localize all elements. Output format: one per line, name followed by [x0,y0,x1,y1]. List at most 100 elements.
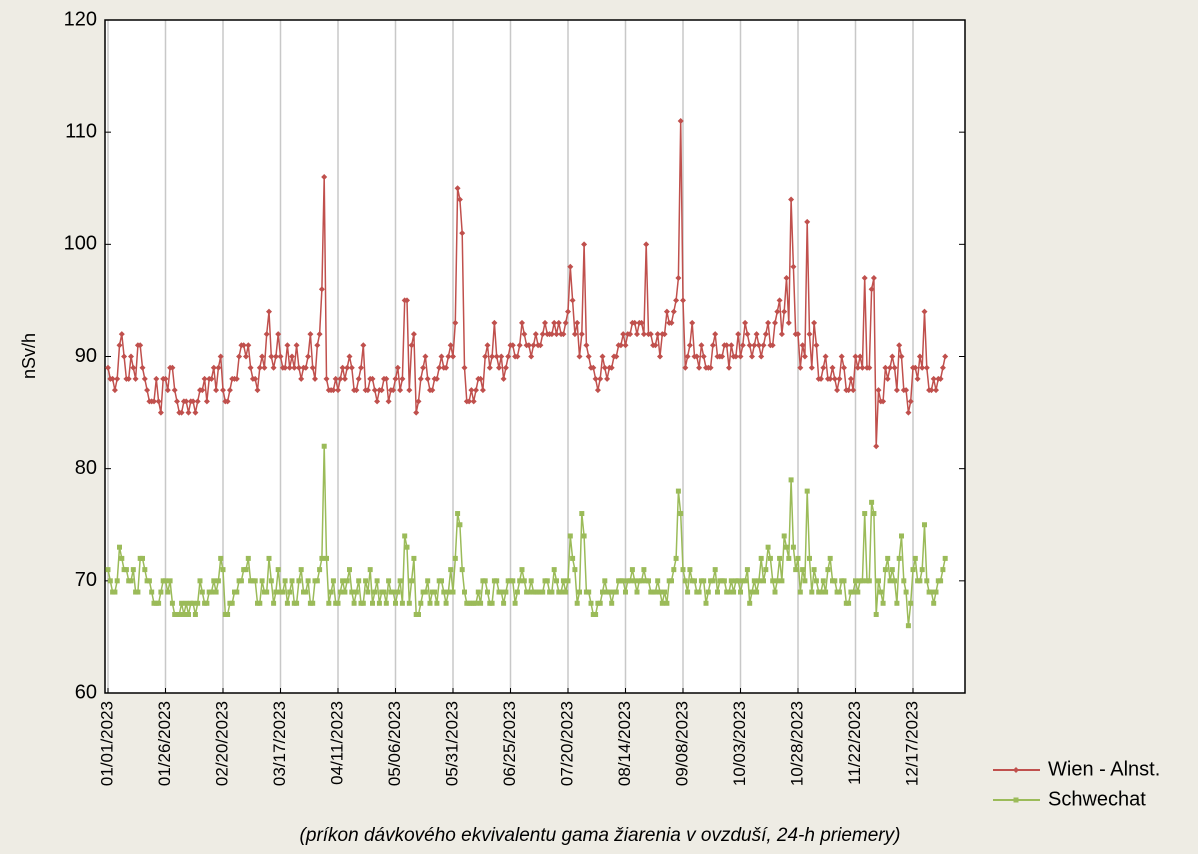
marker [784,544,789,550]
marker [337,589,343,595]
marker [406,387,413,394]
marker [383,600,389,606]
marker [360,600,366,606]
marker [289,353,295,360]
marker [266,308,272,315]
marker [413,409,420,416]
marker [266,555,272,561]
marker [226,387,233,394]
marker [802,578,808,584]
marker [399,600,405,606]
marker [298,375,305,382]
marker [215,578,221,584]
marker [275,567,281,573]
marker [663,308,670,315]
marker [811,567,817,573]
marker [356,578,362,584]
marker [259,578,265,584]
marker [295,364,302,371]
marker [845,387,852,394]
marker [225,611,231,617]
marker [942,353,949,360]
marker [671,567,677,573]
marker [185,409,192,416]
marker [332,375,339,382]
marker [310,600,316,606]
marker [369,375,376,382]
marker [705,589,711,595]
marker [577,589,582,595]
marker [662,589,668,595]
marker [233,375,240,382]
x-tick-label: 10/03/2023 [730,701,749,786]
marker [383,375,390,382]
marker [448,567,454,573]
marker [709,342,716,349]
marker [179,600,185,606]
marker [781,308,788,315]
marker [340,578,346,584]
marker [445,589,451,595]
marker [199,589,205,595]
marker [553,331,560,338]
marker [765,319,772,326]
marker [859,578,865,584]
marker [885,555,891,561]
marker [475,589,481,595]
marker [427,600,433,606]
marker [192,611,198,617]
marker [443,364,450,371]
marker [928,589,934,595]
marker [516,342,523,349]
marker [273,589,279,595]
marker [868,286,875,293]
marker [324,555,329,561]
marker [410,331,417,338]
marker [489,600,495,606]
marker [201,375,208,382]
marker [737,353,744,360]
marker [317,567,323,573]
marker [321,174,328,181]
marker [829,364,836,371]
marker [912,364,919,371]
marker [195,600,201,606]
marker [668,319,675,326]
marker [337,375,344,382]
marker [393,600,398,606]
marker [542,319,548,326]
marker [162,375,169,382]
marker [459,567,465,573]
marker [514,589,520,595]
marker [938,578,944,584]
marker [629,567,635,573]
marker [646,578,651,584]
marker [213,589,219,595]
marker [903,589,909,595]
marker [211,578,217,584]
marker [770,578,776,584]
marker [887,364,893,371]
marker [132,375,139,382]
marker [836,375,843,382]
marker [749,589,755,595]
marker [454,185,461,192]
marker [498,353,505,360]
marker [323,375,330,382]
marker [272,353,279,360]
marker [247,364,254,371]
marker [408,342,415,349]
marker [712,567,718,573]
marker [685,589,691,595]
marker [673,555,679,561]
marker [788,196,795,203]
marker [374,398,381,405]
marker [585,353,592,360]
marker [836,589,842,595]
marker [491,319,498,326]
marker [744,567,750,573]
marker [820,578,826,584]
marker [271,600,277,606]
marker [854,364,861,371]
marker [263,331,270,338]
